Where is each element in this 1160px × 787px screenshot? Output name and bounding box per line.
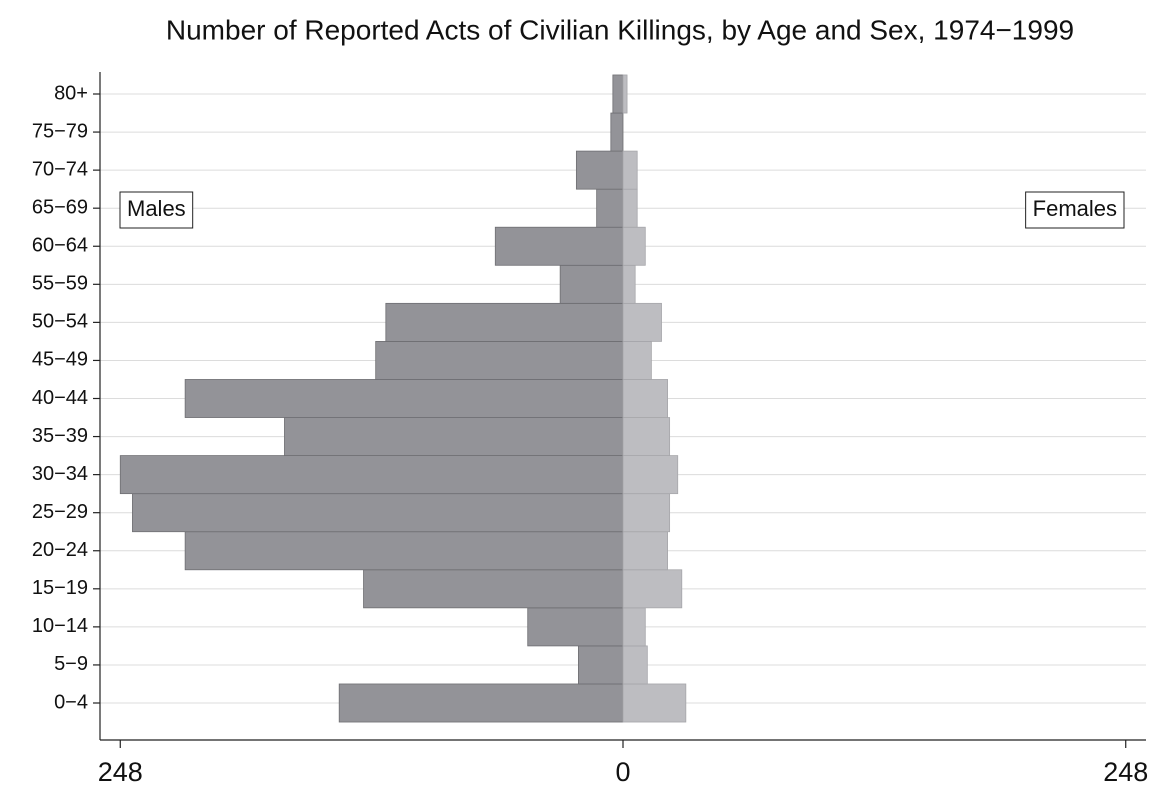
bar [622,493,671,533]
bar [622,569,683,609]
y-tick-label: 50−54 [32,311,88,333]
legend-label: Males [127,196,186,221]
bar [184,379,624,418]
bar [375,341,624,380]
y-tick-label: 15−19 [32,577,88,599]
bar [385,302,624,342]
chart-title: Number of Reported Acts of Civilian Kill… [166,14,1074,45]
y-tick-label: 10−14 [32,615,88,637]
y-tick-label: 40−44 [32,387,88,409]
y-tick-label: 80+ [54,82,88,104]
bar [575,150,624,190]
legend-box [119,191,194,229]
x-tick-label: 0 [615,757,630,787]
bar [622,74,628,114]
y-tick-label: 0−4 [54,691,88,713]
bar [622,417,671,456]
bar [363,569,624,609]
y-tick-label: 60−64 [32,235,88,257]
bar [622,607,646,647]
bar [622,150,638,190]
bar [622,645,648,685]
y-tick-label: 75−79 [32,120,88,142]
bar [184,531,624,571]
y-tick-label: 25−29 [32,501,88,523]
legend-label: Females [1033,196,1117,221]
y-tick-label: 45−49 [32,349,88,371]
bar [622,302,662,342]
bar [622,226,646,266]
y-tick-label: 20−24 [32,539,88,561]
bar [494,226,624,266]
bar [612,74,624,114]
bar [132,493,624,533]
y-tick-label: 35−39 [32,425,88,447]
bar [338,683,624,723]
bar [622,379,668,418]
x-tick-label: 248 [98,757,143,787]
bar [119,455,624,495]
y-tick-label: 55−59 [32,273,88,295]
bar [578,645,624,685]
x-tick-label: 248 [1103,757,1148,787]
bar [622,264,636,304]
bar [622,531,668,571]
bar [284,417,624,456]
bar [559,264,624,304]
y-tick-label: 5−9 [54,653,88,675]
y-tick-label: 30−34 [32,463,88,485]
y-tick-label: 65−69 [32,196,88,218]
bar [622,455,679,495]
bar [610,112,624,152]
bar [527,607,624,647]
y-tick-label: 70−74 [32,158,88,180]
legend-box [1025,191,1125,229]
bar [596,188,624,228]
bar [622,341,652,380]
bar [622,683,687,723]
bar [622,188,638,228]
